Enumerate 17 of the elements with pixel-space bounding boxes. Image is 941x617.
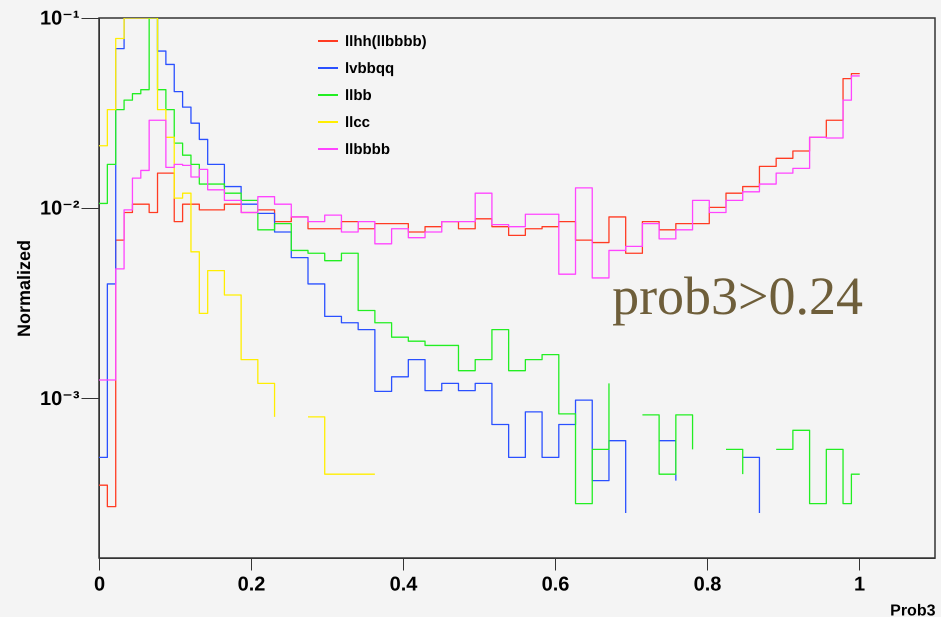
x-axis-title: Prob3 (890, 602, 936, 617)
x-tick-label: 0.2 (238, 574, 266, 596)
y-tick-label: 10⁻³ (40, 388, 80, 410)
legend-label: lvbbqq (345, 60, 394, 77)
x-tick-label: 0 (94, 574, 106, 596)
y-tick-label: 10⁻¹ (40, 8, 80, 30)
legend-label: llhh(llbbbb) (345, 33, 427, 50)
legend-label: llbb (345, 87, 372, 104)
x-tick-label: 0.8 (694, 574, 722, 596)
x-tick-label: 1 (854, 574, 866, 596)
y-axis-title: Normalized (14, 240, 34, 338)
legend-label: llcc (345, 114, 370, 131)
legend-label: llbbbb (345, 141, 390, 158)
x-tick-label: 0.6 (542, 574, 570, 596)
x-tick-label: 0.4 (390, 574, 418, 596)
y-tick-label: 10⁻² (40, 198, 80, 220)
annotation: prob3>0.24 (612, 266, 863, 326)
